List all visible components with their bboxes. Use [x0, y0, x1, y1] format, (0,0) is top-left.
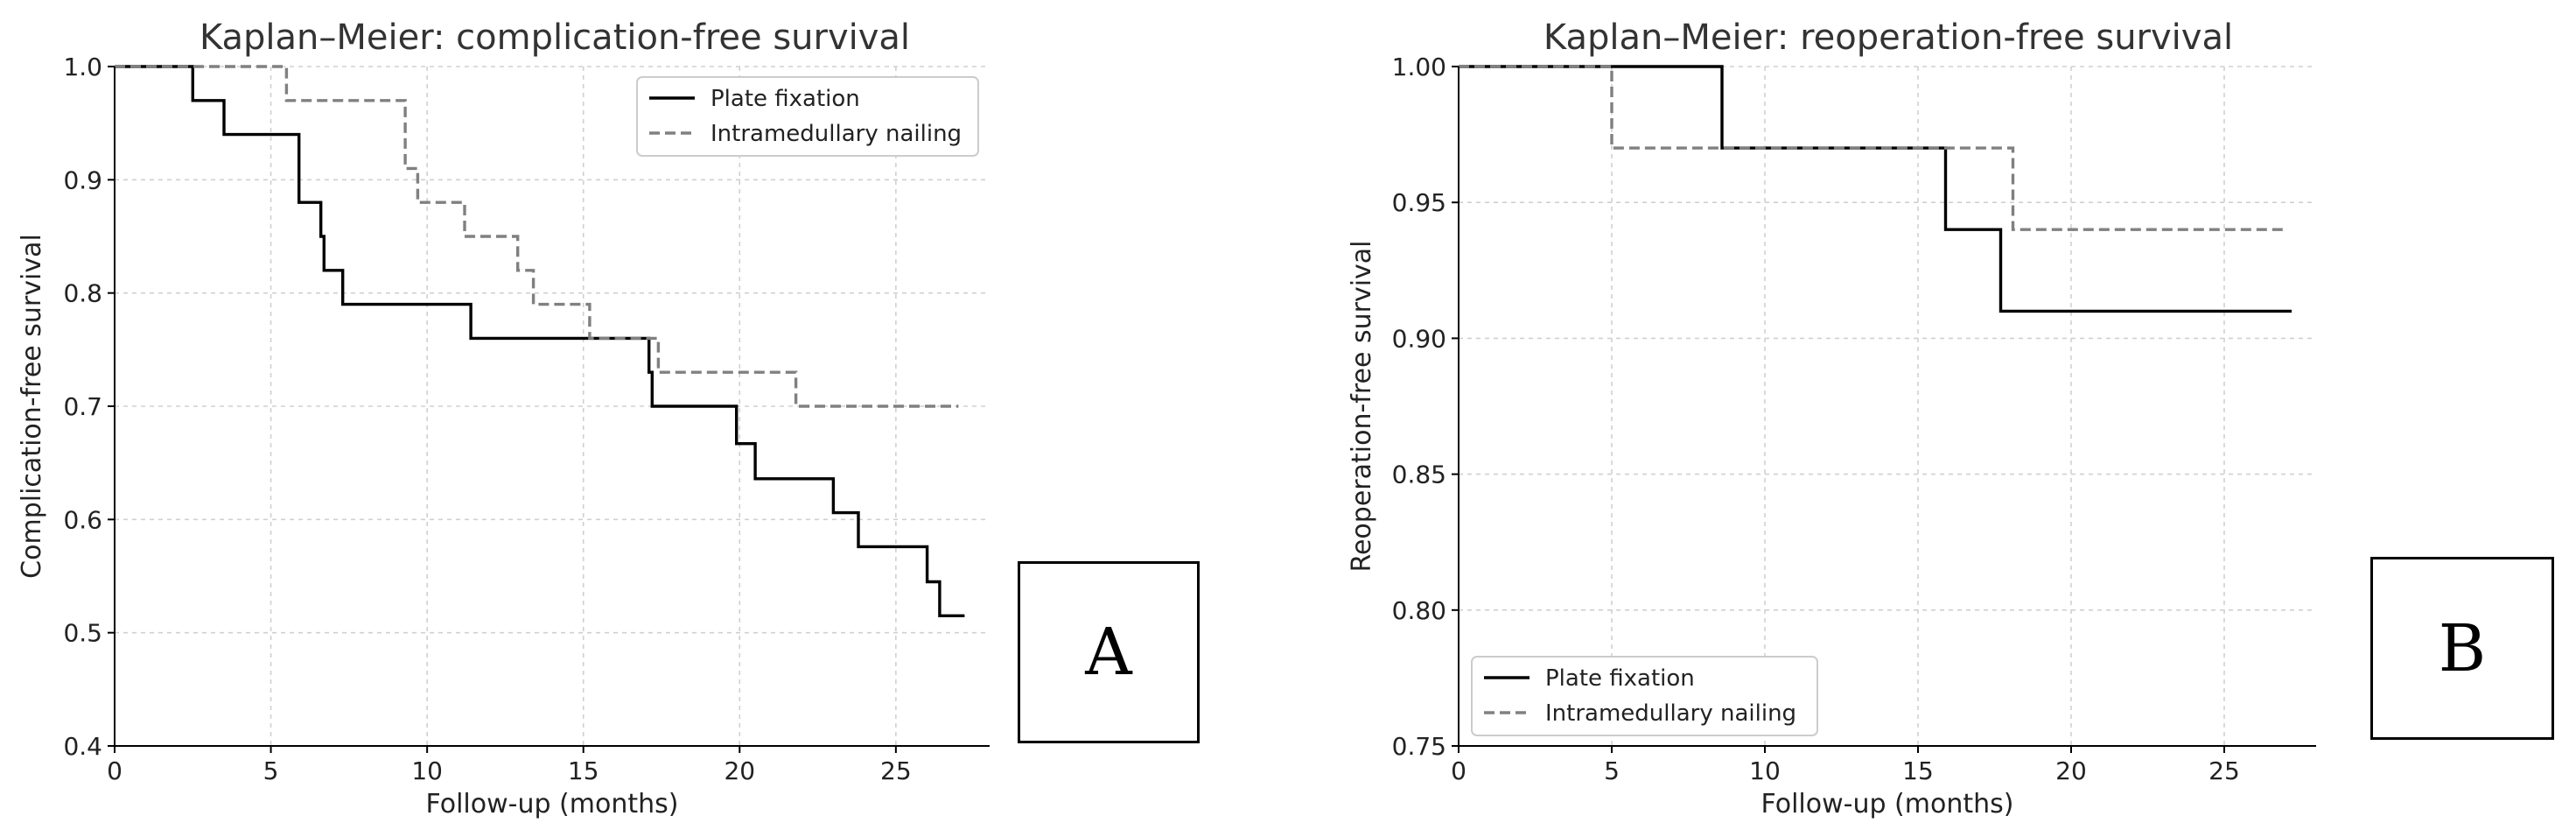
panel-label-a-box: A	[1018, 561, 1200, 743]
x-tick-label: 5	[263, 756, 279, 785]
panel-label-b-box: B	[2370, 557, 2554, 740]
series-line-plate-fixation	[1459, 65, 2292, 313]
panel-label-b: B	[2438, 610, 2487, 686]
x-tick-label: 15	[568, 756, 599, 785]
x-tick-label: 20	[724, 756, 755, 785]
series-line-intramedullary-nailing	[115, 65, 959, 408]
y-tick-label: 1.00	[1392, 53, 1446, 81]
x-axis-label: Follow-up (months)	[1761, 789, 2014, 819]
legend-label: Intramedullary nailing	[710, 121, 962, 147]
x-tick-label: 15	[1902, 756, 1934, 785]
legend-label: Intramedullary nailing	[1545, 700, 1796, 727]
chart-a: 0 5 10 15 20 25 0.4 0.5 0.6 0.7 0.8 0.9 1.0 Kaplan–Me…	[17, 18, 990, 819]
panel-label-a: A	[1085, 615, 1132, 690]
legend: Plate fixation Intramedullary nailing	[636, 76, 979, 157]
legend-box	[636, 76, 979, 157]
chart-title: Kaplan–Meier: complication-free survival	[200, 18, 910, 58]
legend-label: Plate fixation	[1545, 665, 1695, 692]
x-tick-label: 20	[2055, 756, 2087, 785]
legend: Plate fixation Intramedullary nailing	[1471, 656, 1818, 736]
y-axis-label: Reoperation-free survival	[1347, 240, 1377, 572]
y-tick-label: 0.6	[63, 505, 102, 534]
x-tick-label: 0	[1451, 756, 1466, 785]
y-tick-label: 0.75	[1392, 732, 1446, 761]
y-tick-label: 1.0	[63, 53, 102, 81]
y-tick-label: 0.5	[63, 619, 102, 648]
y-tick-label: 0.9	[63, 165, 102, 194]
legend-label: Plate fixation	[710, 86, 860, 112]
x-tick-label: 10	[411, 756, 443, 785]
x-tick-label: 0	[107, 756, 122, 785]
y-tick-label: 0.7	[63, 392, 102, 421]
y-tick-label: 0.4	[63, 732, 102, 761]
y-tick-label: 0.90	[1392, 324, 1446, 353]
y-tick-label: 0.8	[63, 279, 102, 308]
y-tick-label: 0.95	[1392, 188, 1446, 217]
x-tick-label: 25	[880, 756, 912, 785]
y-tick-label: 0.85	[1392, 461, 1446, 489]
x-tick-label: 10	[1749, 756, 1781, 785]
chart-title: Kaplan–Meier: reoperation-free survival	[1544, 18, 2233, 58]
x-tick-label: 5	[1604, 756, 1620, 785]
x-axis-label: Follow-up (months)	[426, 789, 679, 819]
y-axis-label: Complication-free survival	[17, 234, 47, 579]
chart-b: 0 5 10 15 20 25 0.75 0.80 0.85 0.90 0.95 1.00 Kaplan…	[1347, 18, 2316, 819]
series-line-plate-fixation	[115, 65, 965, 617]
legend-box	[1471, 656, 1818, 736]
y-tick-label: 0.80	[1392, 596, 1446, 625]
series-line-intramedullary-nailing	[1459, 65, 2286, 231]
x-tick-label: 25	[2208, 756, 2240, 785]
